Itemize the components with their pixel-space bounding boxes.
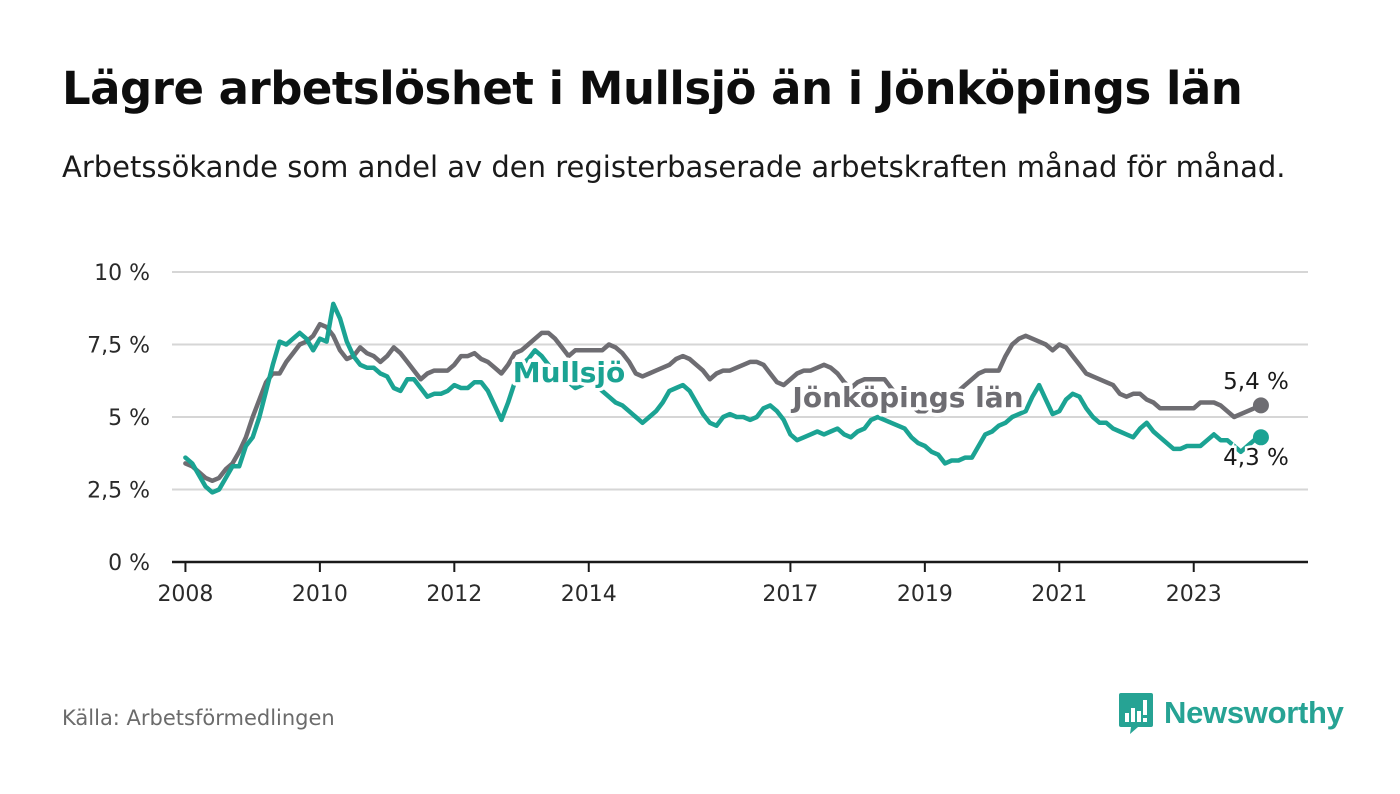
series-endpoint-1 bbox=[1252, 429, 1269, 446]
y-tick-label: 2,5 % bbox=[87, 479, 150, 504]
series-name-label: Jönköpings län bbox=[790, 381, 1023, 414]
end-value-label: 4,3 % bbox=[1223, 445, 1289, 471]
brand-logo: Newsworthy bbox=[1118, 690, 1344, 736]
x-tick-label: 2021 bbox=[1031, 582, 1087, 607]
x-tick-label: 2023 bbox=[1166, 582, 1222, 607]
brand-name: Newsworthy bbox=[1164, 695, 1344, 730]
series-labels: Jönköpings län Mullsjö 5,4 % 4,3 % bbox=[509, 353, 1291, 474]
y-tick-label: 0 % bbox=[108, 551, 150, 576]
x-tick-label: 2010 bbox=[292, 582, 348, 607]
end-value-label: 5,4 % bbox=[1223, 369, 1289, 395]
newsworthy-logo-icon bbox=[1119, 693, 1153, 734]
source-note: Källa: Arbetsförmedlingen bbox=[62, 706, 335, 730]
series-line-mullsjö bbox=[183, 301, 1264, 495]
x-axis: 2008 2010 2012 2014 2017 2019 2021 2023 bbox=[157, 560, 1308, 607]
y-tick-label: 10 % bbox=[94, 261, 150, 286]
series-endpoint-0 bbox=[1252, 397, 1269, 414]
series-line-jönköpings-län bbox=[183, 321, 1264, 484]
x-tick-label: 2012 bbox=[426, 582, 482, 607]
y-tick-label: 5 % bbox=[108, 406, 150, 431]
series-lines bbox=[183, 301, 1269, 495]
y-axis: 0 % 2,5 % 5 % 7,5 % 10 % bbox=[87, 261, 150, 576]
x-tick-label: 2017 bbox=[762, 582, 818, 607]
grid-lines bbox=[172, 271, 1308, 491]
series-name-label: Mullsjö bbox=[513, 356, 626, 389]
chart-subtitle: Arbetssökande som andel av den registerb… bbox=[62, 150, 1286, 184]
x-tick-label: 2019 bbox=[897, 582, 953, 607]
y-tick-label: 7,5 % bbox=[87, 334, 150, 359]
chart-title: Lägre arbetslöshet i Mullsjö än i Jönköp… bbox=[62, 62, 1243, 115]
x-tick-label: 2014 bbox=[561, 582, 617, 607]
x-tick-label: 2008 bbox=[157, 582, 213, 607]
